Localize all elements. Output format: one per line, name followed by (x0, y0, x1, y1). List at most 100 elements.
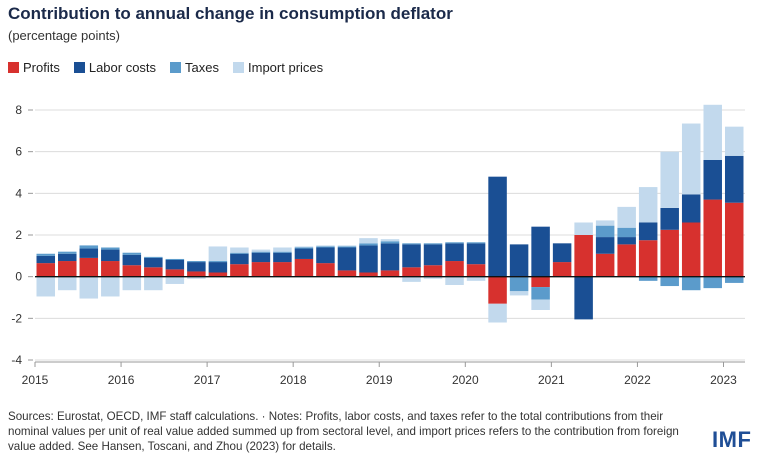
legend-item-profits: Profits (8, 60, 60, 75)
bar-import-prices (488, 303, 507, 323)
bar-labor-costs (402, 244, 421, 268)
bar-profits (144, 267, 163, 277)
bar-import-prices (595, 220, 615, 226)
bar-taxes (187, 261, 206, 263)
bar-import-prices (380, 239, 400, 242)
bar-import-prices (660, 151, 679, 208)
bar-labor-costs (681, 194, 701, 223)
bar-taxes (273, 251, 292, 253)
bar-profits (230, 264, 249, 277)
bar-labor-costs (230, 253, 249, 265)
x-tick-label: 2020 (452, 373, 479, 387)
legend-item-taxes: Taxes (170, 60, 219, 75)
bar-profits (251, 262, 271, 277)
bar-taxes (337, 246, 357, 248)
x-tick-label: 2015 (22, 373, 49, 387)
bar-import-prices (251, 249, 271, 252)
bar-taxes (165, 258, 185, 260)
bar-profits (574, 235, 593, 277)
bar-import-prices (724, 126, 744, 156)
bar-taxes (531, 287, 550, 300)
bar-profits (466, 264, 486, 277)
bar-profits (552, 262, 572, 277)
legend: Profits Labor costs Taxes Import prices (8, 60, 323, 75)
bar-import-prices (144, 276, 163, 291)
bar-taxes (294, 247, 314, 249)
bar-taxes (509, 276, 529, 292)
bar-taxes (466, 242, 486, 244)
bar-labor-costs (531, 226, 550, 277)
legend-item-labor-costs: Labor costs (73, 60, 157, 75)
bar-labor-costs (251, 252, 271, 263)
bar-import-prices (337, 245, 357, 247)
bar-labor-costs (165, 260, 185, 270)
bar-labor-costs (724, 155, 744, 203)
bar-import-prices (122, 276, 142, 291)
legend-swatch-import-prices (233, 62, 245, 73)
bar-profits (724, 202, 744, 277)
bar-labor-costs (423, 244, 443, 266)
bar-labor-costs (36, 255, 56, 264)
bar-taxes (380, 241, 400, 244)
bar-import-prices (445, 276, 464, 285)
bar-labor-costs (187, 262, 206, 272)
y-tick-label: 0 (15, 270, 22, 284)
bar-import-prices (703, 104, 722, 160)
bar-import-prices (681, 123, 701, 195)
legend-swatch-profits (8, 62, 19, 73)
x-tick-label: 2018 (280, 373, 307, 387)
bar-profits (488, 276, 507, 304)
bar-taxes (681, 276, 701, 291)
bar-taxes (595, 225, 615, 238)
bar-labor-costs (359, 245, 378, 273)
y-tick-label: -4 (11, 353, 22, 367)
bar-profits (187, 271, 206, 277)
bar-taxes (230, 252, 249, 254)
bar-labor-costs (122, 254, 142, 266)
y-tick-label: -2 (11, 311, 22, 325)
bar-import-prices (423, 276, 443, 279)
bar-import-prices (208, 246, 228, 262)
bar-profits (617, 244, 636, 277)
bar-profits (208, 272, 228, 277)
bar-labor-costs (337, 247, 357, 271)
legend-swatch-taxes (170, 62, 182, 73)
bar-import-prices (509, 291, 529, 296)
x-tick-label: 2016 (108, 373, 135, 387)
bar-taxes (208, 261, 228, 263)
bar-labor-costs (445, 243, 464, 262)
bar-import-prices (531, 299, 550, 310)
bar-labor-costs (488, 176, 507, 277)
bar-labor-costs (466, 243, 486, 265)
bar-profits (681, 222, 701, 277)
bar-profits (58, 261, 77, 277)
bar-import-prices (36, 276, 56, 297)
bar-profits (273, 262, 292, 277)
bar-profits (660, 229, 679, 277)
legend-item-import-prices: Import prices (233, 60, 323, 75)
bar-taxes (79, 245, 99, 249)
bar-profits (165, 269, 185, 277)
chart-plot: -4 -2 0 2 4 6 8 2015 2016 2017 2018 2019 2020 2021 202… (11, 103, 745, 387)
bar-import-prices (638, 187, 658, 223)
bar-profits (316, 263, 335, 277)
bar-labor-costs (79, 248, 99, 258)
y-tick-label: 6 (15, 145, 22, 159)
bar-import-prices (617, 206, 636, 228)
bar-profits (79, 257, 99, 277)
bar-import-prices (316, 245, 335, 247)
bar-taxes (402, 243, 421, 245)
y-tick-label: 8 (15, 103, 22, 117)
x-tick-label: 2017 (194, 373, 221, 387)
x-tick-label: 2021 (538, 373, 565, 387)
bar-import-prices (466, 276, 486, 281)
bar-import-prices (574, 222, 593, 235)
bar-profits (423, 265, 443, 277)
legend-swatch-labor-costs (73, 62, 85, 73)
bar-profits (337, 270, 357, 277)
bar-taxes (617, 227, 636, 238)
y-tick-label: 4 (15, 186, 22, 200)
bar-profits (294, 258, 314, 277)
bar-taxes (638, 276, 658, 281)
legend-label-labor-costs: Labor costs (88, 60, 157, 75)
